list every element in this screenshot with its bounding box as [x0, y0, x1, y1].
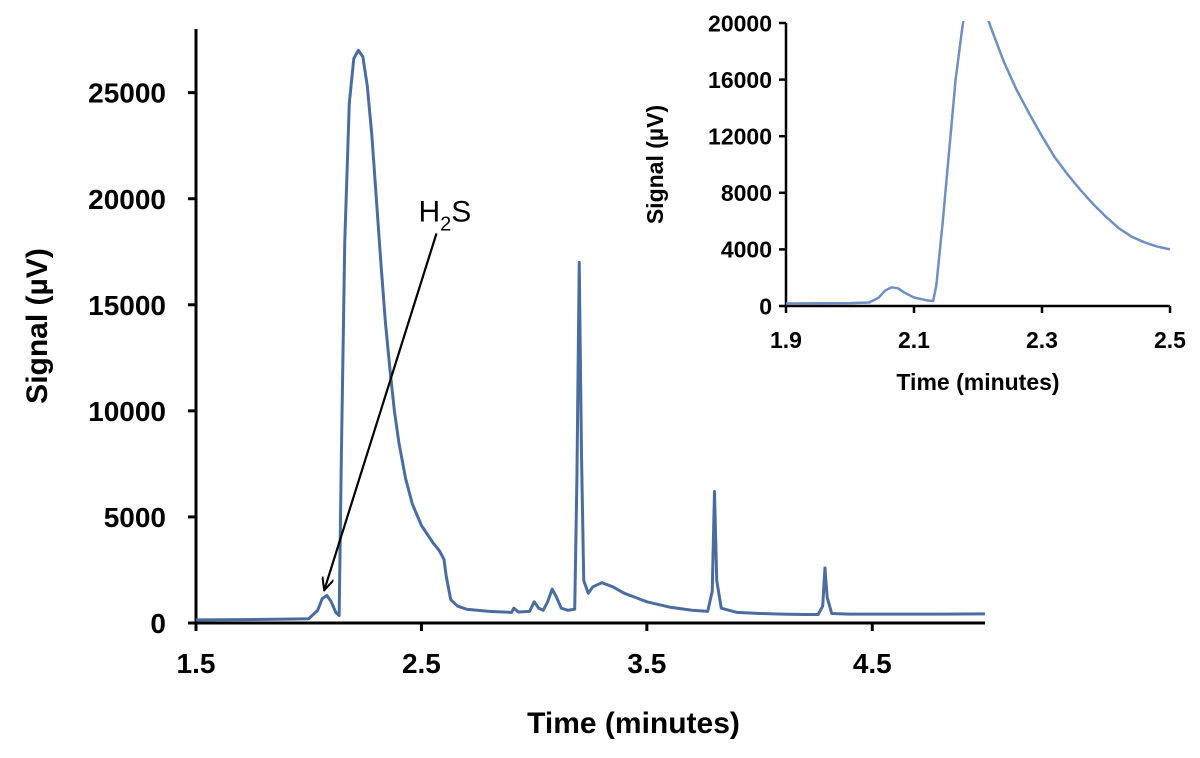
- main-chart: 1.5 2.5 3.5 4.5 0 5000 10000 15000 20000 25000 Tim…: [21, 29, 986, 740]
- y-tick-label: 5000: [104, 502, 166, 533]
- annotation-h2s-label: H2S: [418, 195, 471, 235]
- y-tick-label: 4000: [721, 237, 772, 263]
- x-tick-label: 3.5: [627, 648, 666, 679]
- annotation-text-subscript: 2: [440, 213, 451, 235]
- annotation-text-s: S: [451, 195, 471, 228]
- y-tick-label: 8000: [721, 180, 772, 206]
- x-tick-label: 1.5: [177, 648, 216, 679]
- y-tick-label: 0: [150, 608, 166, 639]
- x-tick-label: 2.5: [402, 648, 441, 679]
- y-tick-label: 12000: [708, 123, 772, 149]
- series-line: [786, 21, 1171, 305]
- y-tick-label: 15000: [88, 290, 166, 321]
- x-axis-label: Time (minutes): [527, 707, 740, 740]
- x-tick-label: 2.1: [898, 327, 930, 353]
- annotation-text-h: H: [418, 195, 440, 228]
- y-tick-label: 0: [759, 293, 772, 319]
- y-tick-label: 25000: [88, 78, 166, 109]
- x-axis-label: Time (minutes): [896, 369, 1059, 395]
- y-axis-label: Signal (µV): [21, 248, 54, 404]
- y-tick-label: 20000: [88, 184, 166, 215]
- annotation-arrow: [324, 233, 438, 589]
- y-tick-label: 20000: [708, 10, 772, 36]
- series-line: [196, 48, 986, 622]
- x-tick-label: 4.5: [853, 648, 892, 679]
- x-tick-label: 2.5: [1154, 327, 1186, 353]
- y-tick-label: 10000: [88, 396, 166, 427]
- x-tick-label: 1.9: [770, 327, 802, 353]
- y-axis-label: Signal (µV): [642, 105, 668, 224]
- y-tick-label: 16000: [708, 67, 772, 93]
- inset-chart: 1.9 2.1 2.3 2.5 0 4000 8000 12000 16000 20000 Time…: [642, 10, 1186, 395]
- x-tick-label: 2.3: [1026, 327, 1058, 353]
